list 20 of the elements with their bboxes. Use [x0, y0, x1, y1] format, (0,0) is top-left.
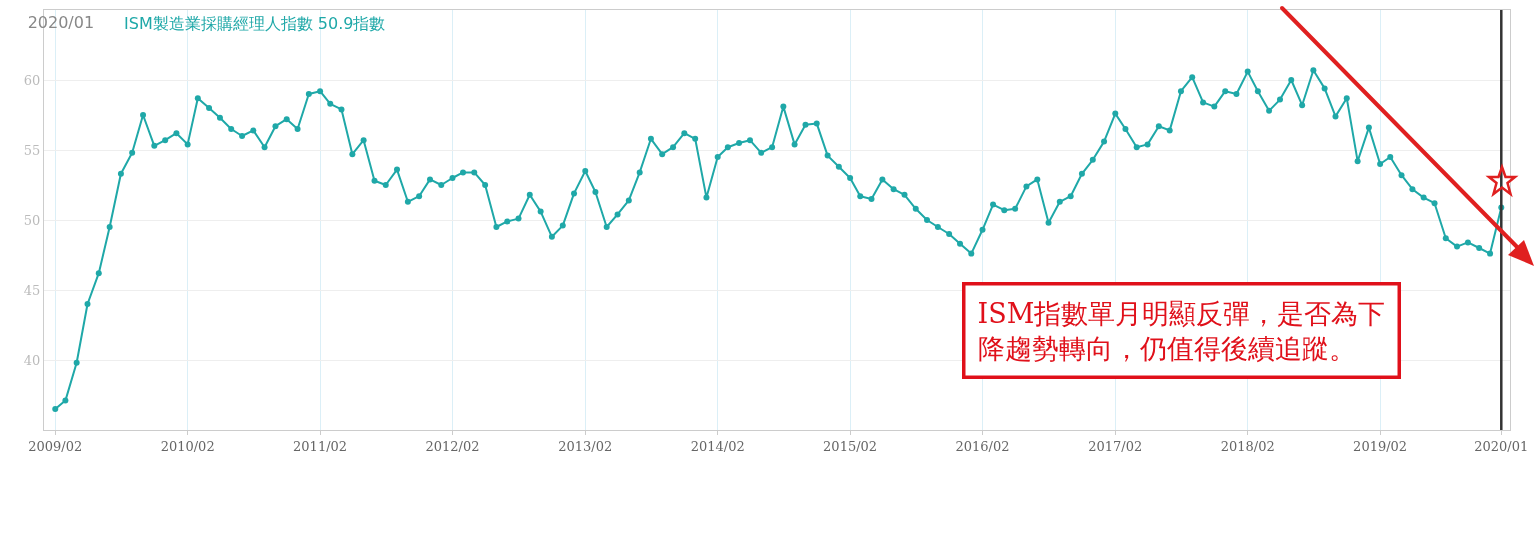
- chart-title: 2020/01: [27, 12, 95, 32]
- x-tick-label: 2010/02: [160, 438, 215, 454]
- x-tick-label: 2014/02: [690, 438, 745, 454]
- x-tick-label: 2012/02: [425, 438, 480, 454]
- x-tick-label: 2016/02: [955, 438, 1010, 454]
- annotation: ISM指數單月明顯反彈，是否為下降趨勢轉向，仍值得後續追蹤。: [977, 297, 1386, 364]
- text: ISM製造業採購經理人指數 50.9指數: [124, 14, 386, 33]
- x-tick-label: 2013/02: [558, 438, 613, 454]
- y-tick-label: 50: [23, 212, 41, 228]
- y-tick-label: 55: [23, 142, 41, 158]
- y-tick-label: 40: [23, 352, 41, 368]
- x-tick-label: 2018/02: [1220, 438, 1275, 454]
- y-tick-label: 45: [23, 282, 41, 298]
- x-tick-label: 2011/02: [293, 438, 348, 454]
- x-tick-label: 2015/02: [823, 438, 878, 454]
- y-tick-label: 60: [23, 72, 41, 88]
- x-tick-label: 2017/02: [1088, 438, 1143, 454]
- x-tick-label: 2009/02: [28, 438, 83, 454]
- x-tick-label: 2019/02: [1353, 438, 1408, 454]
- x-tick-label: 2020/01: [1474, 438, 1529, 454]
